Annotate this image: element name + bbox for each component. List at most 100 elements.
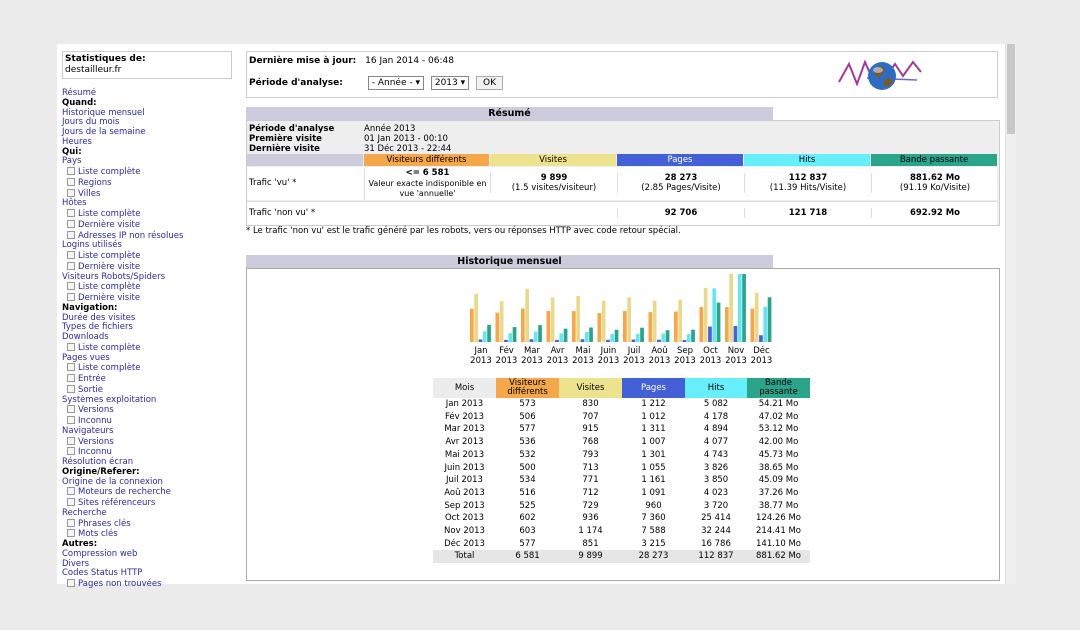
menu-subitem[interactable]: Moteurs de recherche <box>62 487 237 498</box>
menu-item[interactable]: Pages vues <box>62 352 110 363</box>
table-cell: Fév 2013 <box>444 411 485 422</box>
bar-Mai-3 <box>584 331 589 342</box>
menu-item[interactable]: Codes Status HTTP <box>62 568 143 579</box>
site-name: destailleur.fr <box>65 65 122 75</box>
table-cell: 768 <box>582 437 599 448</box>
menu-subitem[interactable]: Entrée <box>62 374 237 385</box>
menu-subitem[interactable]: Sites référenceurs <box>62 498 237 509</box>
bar-Nov-4 <box>742 274 746 342</box>
traffic-vu-bandwidth: 881.62 Mo (91.19 Ko/Visite) <box>871 173 998 193</box>
menu-subitem[interactable]: Versions <box>62 437 237 448</box>
bar-Mar-0 <box>521 308 525 342</box>
table-cell: 3 850 <box>703 475 729 486</box>
menu-item[interactable]: Pays <box>62 156 82 167</box>
x-tick-year: 2013 <box>547 356 569 366</box>
bar-Fév-1 <box>499 301 504 342</box>
menu-item[interactable]: Logins utilisés <box>62 240 122 251</box>
menu-subitem[interactable]: Versions <box>62 405 237 416</box>
menu-subitem[interactable]: Regions <box>62 178 237 189</box>
menu-item[interactable]: Historique mensuel <box>62 107 145 118</box>
table-cell: Nov 2013 <box>444 526 485 537</box>
table-cell: 4 023 <box>703 487 729 498</box>
menu-subitem[interactable]: Mots clés <box>62 529 237 540</box>
menu-item[interactable]: Origine de la connexion <box>62 476 163 487</box>
scrollbar-thumb[interactable] <box>1007 44 1015 134</box>
menu-heading: Navigation: <box>62 302 118 313</box>
menu-subitem[interactable]: Liste complète <box>62 363 237 374</box>
menu-subitem[interactable]: Liste complète <box>62 282 237 293</box>
table-cell: 771 <box>582 475 599 486</box>
bar-Juil-2 <box>631 339 636 342</box>
menu-item[interactable]: Systèmes exploitation <box>62 394 157 405</box>
bar-Déc-0 <box>750 308 755 342</box>
ok-button[interactable]: OK <box>476 76 504 90</box>
traffic-vu-hits-value: 112 837 <box>788 173 828 183</box>
menu-subitem[interactable]: Inconnu <box>62 416 237 427</box>
menu-subitem[interactable]: Liste complète <box>62 343 237 354</box>
table-cell: 3 720 <box>703 500 729 511</box>
bar-Jan-1 <box>474 293 478 342</box>
table-cell: Jan 2013 <box>445 399 484 409</box>
traffic-vu-bandwidth-note: (91.19 Ko/Visite) <box>899 183 971 193</box>
table-row: Mai 2013 532 793 1 301 4 743 45.73 Mo <box>433 449 810 462</box>
menu-item[interactable]: Visiteurs Robots/Spiders <box>62 271 166 282</box>
bar-Mai-0 <box>572 311 576 342</box>
bar-Fév-0 <box>495 312 500 342</box>
table-row: Sep 2013 525 729 960 3 720 38.77 Mo <box>433 500 810 513</box>
menu-item[interactable]: Types de fichiers <box>62 322 133 333</box>
bar-Avr-3 <box>559 333 564 342</box>
table-cell: 3 215 <box>641 538 666 549</box>
menu-heading: Quand: <box>62 97 97 108</box>
table-row: Fév 2013 506 707 1 012 4 178 47.02 Mo <box>433 411 810 424</box>
resume-title: Résumé <box>246 107 773 120</box>
menu-subitem[interactable]: Sortie <box>62 385 237 396</box>
bar-Déc-3 <box>763 306 768 342</box>
menu-subitem[interactable]: Dernière visite <box>62 293 237 304</box>
bar-Jan-4 <box>487 324 491 342</box>
menu-item[interactable]: Hôtes <box>62 198 87 209</box>
traffic-nonvu-hits: 121 718 <box>788 208 828 218</box>
menu-item[interactable]: Résolution écran <box>62 457 134 467</box>
menu-item[interactable]: Jours de la semaine <box>62 127 146 137</box>
menu-subitem[interactable]: Pages non trouvées <box>62 579 237 590</box>
monthly-table: Mois Visiteurs différents Visites Pages … <box>433 378 810 564</box>
table-cell: 506 <box>519 411 536 422</box>
table-cell: Sep 2013 <box>444 500 485 511</box>
table-cell: 707 <box>582 411 599 422</box>
menu-item[interactable]: Recherche <box>62 507 107 518</box>
menu-subitem[interactable]: Dernière visite <box>62 262 237 273</box>
bar-Oct-1 <box>703 287 708 342</box>
menu-subitem[interactable]: Liste complète <box>62 167 237 178</box>
resume-col-pages: Pages <box>617 154 743 166</box>
menu-item[interactable]: Compression web <box>62 548 138 559</box>
traffic-vu-hits-note: (11.39 Hits/Visite) <box>769 183 847 193</box>
table-cell: 124.26 Mo <box>756 513 801 524</box>
bar-Juin-3 <box>610 333 615 342</box>
bar-Déc-4 <box>767 297 772 342</box>
table-cell: 38.77 Mo <box>758 500 799 511</box>
menu-item[interactable]: Jours du mois <box>62 117 120 128</box>
menu-item[interactable]: Heures <box>62 136 92 147</box>
menu-item[interactable]: Résumé <box>62 88 97 98</box>
bar-Mar-1 <box>525 289 529 342</box>
menu-subitem[interactable]: Liste complète <box>62 209 237 220</box>
menu-item[interactable]: Divers <box>62 558 90 569</box>
menu-item[interactable]: Downloads <box>62 332 109 342</box>
menu-subitem[interactable]: Inconnu <box>62 447 237 458</box>
scrollbar[interactable] <box>1005 44 1016 584</box>
resume-col-visitors: Visiteurs différents <box>364 154 489 166</box>
table-cell: 37.26 Mo <box>758 487 799 498</box>
period-select[interactable]: - Année - ▾ <box>367 76 424 90</box>
menu-subitem[interactable]: Villes <box>62 189 237 200</box>
awstats-logo-icon[interactable] <box>837 54 922 94</box>
menu-item[interactable]: Navigateurs <box>62 425 114 436</box>
menu-subitem[interactable]: Adresses IP non résolues <box>62 231 237 242</box>
bar-Avr-0 <box>546 310 551 342</box>
bar-Mar-3 <box>533 331 538 342</box>
menu-subitem[interactable]: Phrases clés <box>62 519 237 530</box>
menu-subitem[interactable]: Liste complète <box>62 251 237 262</box>
table-cell: 53.12 Mo <box>758 424 799 435</box>
menu-subitem[interactable]: Dernière visite <box>62 220 237 231</box>
year-select[interactable]: 2013 ▾ <box>430 76 470 90</box>
menu-item[interactable]: Durée des visites <box>62 312 136 323</box>
